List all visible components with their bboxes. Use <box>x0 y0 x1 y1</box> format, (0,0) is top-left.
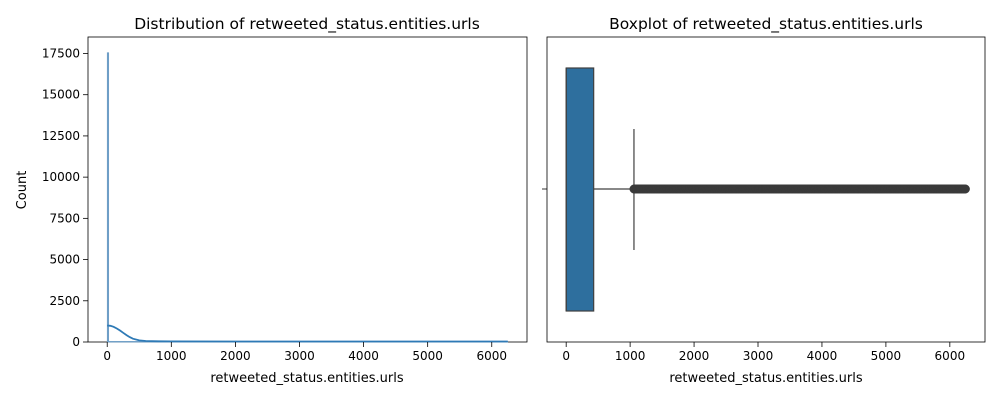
histogram-x-tick-label: 5000 <box>412 349 443 363</box>
histogram-y-tick-label: 0 <box>72 335 80 349</box>
histogram-bar <box>106 52 110 343</box>
boxplot-x-label: retweeted_status.entities.urls <box>669 371 862 386</box>
boxplot-x-ticks: 0 1000 2000 3000 4000 5000 6000 <box>562 342 965 363</box>
histogram-x-label: retweeted_status.entities.urls <box>210 371 403 386</box>
histogram-title: Distribution of retweeted_status.entitie… <box>134 15 480 34</box>
boxplot-box <box>565 67 595 312</box>
boxplot-title: Boxplot of retweeted_status.entities.url… <box>609 15 923 34</box>
histogram-y-tick-label: 2500 <box>49 294 80 308</box>
histogram-x-tick-label: 2000 <box>220 349 251 363</box>
histogram-panel: Distribution of retweeted_status.entitie… <box>15 15 528 386</box>
boxplot-x-tick-label: 2000 <box>679 349 710 363</box>
histogram-marks <box>106 52 509 343</box>
histogram-y-tick-label: 7500 <box>49 211 80 225</box>
boxplot-x-tick-label: 0 <box>562 349 570 363</box>
histogram-x-tick-label: 6000 <box>476 349 507 363</box>
histogram-plot-area <box>87 36 528 343</box>
histogram-x-tick-label: 3000 <box>284 349 315 363</box>
histogram-y-label: Count <box>15 171 30 210</box>
boxplot-x-tick-label: 3000 <box>743 349 774 363</box>
boxplot-marks <box>565 67 970 312</box>
histogram-y-tick-label: 15000 <box>42 88 80 102</box>
histogram-y-ticks: 0 2500 5000 7500 10000 12500 15000 17500 <box>42 46 88 349</box>
histogram-x-ticks: 0 1000 2000 3000 4000 5000 6000 <box>103 342 507 363</box>
boxplot-x-tick-label: 1000 <box>615 349 646 363</box>
boxplot-outliers <box>629 184 970 194</box>
histogram-y-tick-label: 10000 <box>42 170 80 184</box>
histogram-x-tick-label: 4000 <box>348 349 379 363</box>
boxplot-x-tick-label: 5000 <box>871 349 902 363</box>
boxplot-x-tick-label: 4000 <box>807 349 838 363</box>
histogram-x-tick-label: 1000 <box>156 349 187 363</box>
boxplot-panel: Boxplot of retweeted_status.entities.url… <box>542 15 986 386</box>
boxplot-outlier-point <box>960 184 970 194</box>
boxplot-plot-area <box>546 36 986 343</box>
boxplot-x-tick-label: 6000 <box>935 349 966 363</box>
histogram-y-tick-label: 12500 <box>42 129 80 143</box>
histogram-y-tick-label: 17500 <box>42 46 80 60</box>
histogram-y-tick-label: 5000 <box>49 253 80 267</box>
histogram-x-tick-label: 0 <box>103 349 111 363</box>
histogram-kde-line <box>107 324 508 343</box>
